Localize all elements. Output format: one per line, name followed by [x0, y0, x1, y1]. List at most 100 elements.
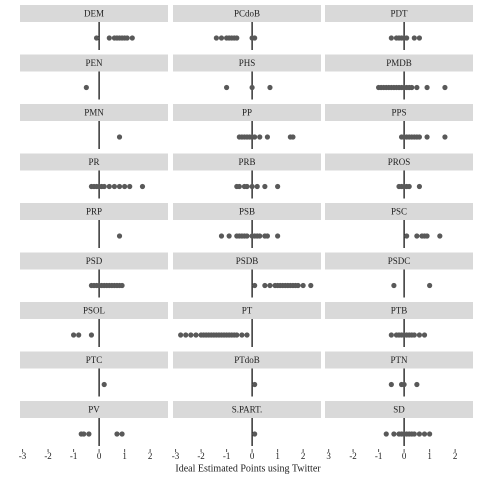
x-tick-label: 2	[148, 451, 153, 461]
point	[106, 183, 112, 190]
point	[437, 233, 443, 239]
strip	[20, 104, 168, 121]
strip	[173, 252, 321, 270]
point	[295, 282, 301, 289]
x-tick-label: -3	[19, 451, 27, 461]
x-tick-label: -1	[375, 451, 383, 461]
point	[442, 84, 448, 91]
panel-title: PROS	[388, 157, 411, 167]
point	[249, 183, 255, 190]
x-tick-label: 1	[122, 451, 127, 461]
point	[106, 35, 112, 41]
point	[275, 183, 281, 190]
strip	[325, 153, 473, 171]
strip	[325, 351, 473, 369]
point	[93, 35, 100, 41]
point	[234, 35, 240, 41]
point	[383, 431, 389, 437]
point	[213, 35, 219, 41]
point	[424, 233, 430, 239]
point	[409, 84, 415, 91]
strip	[325, 54, 473, 72]
panel-title: S.PART.	[232, 405, 262, 415]
point	[414, 233, 420, 239]
point	[124, 35, 130, 41]
strip	[20, 351, 168, 369]
point	[236, 183, 242, 190]
point	[416, 134, 423, 140]
point	[252, 431, 258, 437]
strip	[20, 5, 168, 22]
strip	[20, 203, 168, 220]
panel-title: PSDC	[388, 256, 411, 266]
point	[275, 233, 281, 239]
point	[178, 332, 184, 338]
panel-title: PTdoB	[234, 355, 260, 365]
panel-title: PCdoB	[234, 9, 260, 19]
point	[262, 282, 268, 289]
point	[442, 134, 448, 140]
point	[414, 381, 420, 388]
point	[264, 233, 271, 239]
point	[114, 431, 120, 437]
point	[101, 381, 107, 388]
x-tick-label: -2	[197, 451, 205, 461]
point	[416, 332, 423, 338]
point	[226, 233, 232, 239]
strip	[325, 104, 473, 121]
strip	[173, 5, 321, 22]
point	[218, 35, 225, 41]
point	[70, 332, 77, 338]
point	[193, 332, 199, 338]
strip	[173, 401, 321, 418]
panel-title: PPS	[391, 108, 406, 118]
panel-title: DEM	[84, 9, 104, 19]
point	[424, 134, 430, 140]
point	[427, 282, 433, 289]
point	[239, 332, 245, 338]
point	[129, 35, 135, 41]
point	[388, 35, 394, 41]
point	[421, 431, 428, 437]
point	[218, 233, 225, 239]
panel-title: PSOL	[83, 306, 105, 316]
point	[223, 84, 230, 91]
point	[257, 134, 263, 140]
point	[86, 431, 92, 437]
panel-title: PT	[242, 306, 253, 316]
strip	[173, 104, 321, 121]
point	[252, 134, 258, 140]
strip	[173, 54, 321, 72]
panel-title: PRB	[238, 157, 255, 167]
x-tick-label: 0	[402, 451, 407, 461]
x-tick-label: 1	[275, 451, 280, 461]
strip	[325, 302, 473, 319]
point	[188, 332, 194, 338]
point	[116, 134, 123, 140]
point	[127, 183, 133, 190]
point	[83, 84, 89, 91]
panel-title: PTC	[86, 355, 103, 365]
panel-title: PSDB	[236, 256, 259, 266]
point	[300, 282, 306, 289]
point	[183, 332, 189, 338]
panel-title: PEN	[85, 58, 103, 68]
point	[249, 84, 255, 91]
panel-title: PV	[88, 405, 100, 415]
panel-title: PTB	[391, 306, 408, 316]
point	[308, 282, 314, 289]
panel-title: PR	[88, 157, 99, 167]
point	[416, 183, 423, 190]
panel-title: PHS	[239, 58, 256, 68]
panel-title: PMN	[84, 108, 104, 118]
point	[101, 183, 107, 190]
strip	[173, 153, 321, 171]
x-tick-label: 0	[97, 451, 102, 461]
point	[119, 282, 125, 289]
panel-title: PTN	[390, 355, 408, 365]
strip	[20, 54, 168, 72]
point	[257, 233, 263, 239]
x-axis-label: Ideal Estimated Points using Twitter	[175, 463, 321, 474]
point	[111, 183, 118, 190]
strip	[325, 252, 473, 270]
